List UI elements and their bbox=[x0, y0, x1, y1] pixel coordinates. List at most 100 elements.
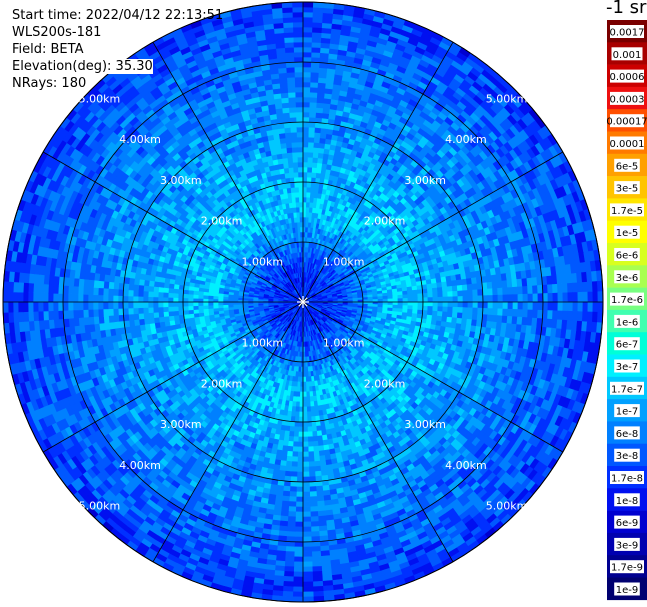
field-cell bbox=[497, 308, 504, 317]
field-cell bbox=[306, 196, 311, 203]
field-cell bbox=[313, 147, 320, 154]
field-cell bbox=[557, 310, 564, 321]
field-cell bbox=[502, 301, 509, 310]
field-cell bbox=[437, 296, 444, 303]
field-cell bbox=[567, 310, 574, 322]
field-cell bbox=[487, 301, 494, 309]
field-cell bbox=[302, 26, 313, 33]
field-cell bbox=[302, 131, 310, 138]
field-cell bbox=[397, 298, 404, 303]
field-cell bbox=[302, 136, 310, 143]
field-cell bbox=[441, 311, 448, 318]
field-cell bbox=[427, 292, 434, 298]
field-cell bbox=[547, 292, 554, 303]
field-cell bbox=[457, 296, 464, 303]
field-cell bbox=[582, 291, 589, 303]
field-cell bbox=[312, 152, 320, 159]
field-cell bbox=[377, 298, 384, 303]
field-cell bbox=[542, 310, 549, 320]
field-cell bbox=[309, 111, 317, 118]
field-cell bbox=[412, 289, 419, 295]
field-cell bbox=[562, 301, 569, 312]
field-cell bbox=[457, 301, 464, 308]
field-cell bbox=[452, 290, 459, 298]
field-cell bbox=[492, 294, 499, 303]
field-cell bbox=[311, 31, 323, 38]
field-cell bbox=[447, 301, 454, 308]
field-cell bbox=[502, 294, 509, 303]
field-cell bbox=[466, 283, 473, 291]
field-cell bbox=[302, 201, 307, 208]
field-cell bbox=[507, 294, 514, 303]
field-cell bbox=[457, 307, 464, 314]
field-cell bbox=[442, 291, 449, 298]
field-cell bbox=[591, 311, 599, 323]
field-cell bbox=[426, 288, 434, 294]
field-cell bbox=[309, 86, 319, 93]
field-cell bbox=[491, 314, 498, 323]
field-cell bbox=[302, 101, 311, 108]
field-cell bbox=[306, 186, 312, 193]
field-cell bbox=[577, 301, 584, 313]
field-cell bbox=[307, 156, 314, 163]
field-cell bbox=[461, 312, 468, 320]
field-cell bbox=[311, 56, 321, 63]
field-cell bbox=[562, 310, 569, 321]
field-cell bbox=[402, 294, 409, 299]
field-cell bbox=[432, 301, 439, 308]
field-cell bbox=[302, 11, 314, 18]
field-cell bbox=[422, 297, 429, 303]
field-cell bbox=[532, 285, 539, 295]
field-cell bbox=[309, 101, 318, 108]
field-cell bbox=[462, 301, 469, 309]
field-cell bbox=[312, 157, 319, 164]
field-cell bbox=[447, 291, 454, 298]
field-cell bbox=[532, 309, 539, 319]
field-cell bbox=[442, 306, 449, 313]
field-cell bbox=[582, 301, 589, 313]
field-cell bbox=[587, 291, 594, 303]
field-cell bbox=[517, 309, 524, 318]
field-cell bbox=[417, 297, 424, 303]
field-cell bbox=[432, 306, 439, 312]
field-cell bbox=[477, 289, 484, 297]
field-cell bbox=[427, 301, 434, 307]
field-cell bbox=[471, 313, 478, 321]
field-cell bbox=[302, 71, 312, 78]
field-cell bbox=[312, 161, 318, 169]
field-cell bbox=[302, 121, 310, 128]
field-cell bbox=[592, 291, 599, 303]
field-cell bbox=[497, 287, 504, 296]
field-cell bbox=[552, 292, 559, 303]
field-cell bbox=[527, 301, 534, 311]
field-cell bbox=[417, 289, 424, 295]
field-cell bbox=[312, 6, 324, 14]
field-cell bbox=[451, 312, 458, 319]
field-cell bbox=[311, 51, 321, 58]
field-cell bbox=[302, 6, 314, 13]
field-cell bbox=[452, 301, 459, 308]
field-cell bbox=[315, 112, 324, 119]
field-cell bbox=[397, 294, 404, 300]
field-cell bbox=[302, 116, 310, 123]
field-cell bbox=[512, 301, 519, 310]
field-cell bbox=[312, 21, 323, 29]
field-cell bbox=[571, 282, 579, 293]
field-cell bbox=[302, 151, 309, 158]
field-cell bbox=[302, 46, 313, 53]
field-cell bbox=[461, 284, 468, 292]
field-cell bbox=[527, 293, 534, 303]
field-cell bbox=[467, 307, 474, 315]
field-cell bbox=[597, 301, 603, 313]
field-cell bbox=[312, 16, 324, 24]
field-cell bbox=[302, 146, 309, 153]
field-cell bbox=[487, 288, 494, 296]
field-cell bbox=[436, 311, 444, 317]
field-cell bbox=[387, 295, 394, 300]
field-cell bbox=[522, 309, 529, 319]
field-cell bbox=[517, 301, 524, 311]
field-cell bbox=[452, 306, 459, 314]
field-cell bbox=[576, 282, 584, 293]
field-cell bbox=[527, 309, 534, 319]
field-cell bbox=[441, 281, 448, 288]
